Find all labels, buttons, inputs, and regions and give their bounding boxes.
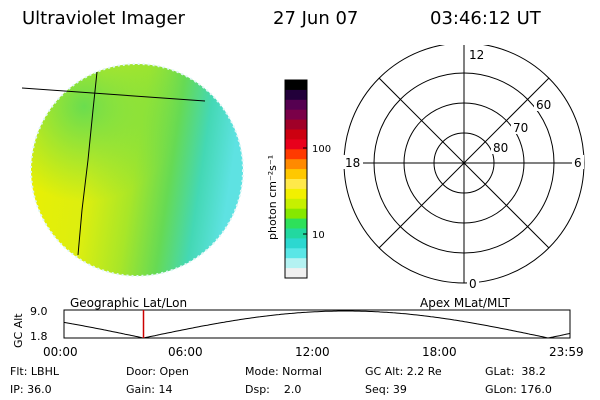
- mlat-label-80: 80: [493, 141, 508, 155]
- label-bg-0: [467, 276, 479, 290]
- geographic-panel-label: Geographic Lat/Lon: [70, 296, 188, 310]
- mlat-label-60: 60: [536, 98, 551, 112]
- colorbar-swatch: [285, 268, 307, 279]
- intensity-colorbar: 100 10 photon cm⁻²s⁻¹: [266, 79, 331, 279]
- colorbar-scale: [285, 80, 307, 279]
- timeline-tick-2359: 23:59: [549, 345, 584, 359]
- mlat-mlt-polar-grid: 12 18 6 0 60 70 80: [343, 45, 585, 291]
- timeline-tick-0600: 06:00: [168, 345, 203, 359]
- timeline-tick-1800: 18:00: [422, 345, 457, 359]
- colorbar-swatch: [285, 248, 307, 259]
- polar-diagonal-b: [378, 77, 550, 249]
- status-door: Door: Open: [126, 365, 189, 378]
- header-date: 27 Jun 07: [273, 8, 359, 29]
- uv-earth-image: [21, 63, 244, 277]
- colorbar-swatch: [285, 89, 307, 101]
- timeline-frame: [63, 309, 571, 339]
- earth-limb: [30, 63, 244, 277]
- colorbar-swatch: [285, 80, 307, 91]
- label-bg-60: [534, 98, 552, 111]
- timeline-y-top: 9.0: [30, 305, 48, 318]
- timeline-tick-0000: 00:00: [43, 345, 78, 359]
- status-dsp: Dsp: 2.0: [245, 383, 302, 396]
- colorbar-swatch: [285, 218, 307, 229]
- colorbar-swatch: [285, 149, 307, 160]
- mlt-label-6: 6: [574, 156, 582, 170]
- altitude-timeline: GC Alt 9.0 1.8: [12, 305, 571, 348]
- colorbar-swatch: [285, 119, 307, 130]
- colorbar-swatch: [285, 188, 307, 200]
- status-mode: Mode: Normal: [245, 365, 322, 378]
- header-time: 03:46:12 UT: [430, 8, 541, 29]
- timeline-axis-label: GC Alt: [12, 313, 25, 348]
- colorbar-swatch: [285, 129, 307, 140]
- label-bg-6: [572, 155, 584, 169]
- colorbar-swatch: [285, 228, 307, 239]
- label-bg-80: [491, 141, 509, 154]
- colorbar-frame: [284, 79, 308, 279]
- status-glat: GLat: 38.2: [485, 365, 546, 378]
- mlt-label-12: 12: [469, 48, 484, 62]
- label-bg-18: [343, 155, 363, 169]
- mlt-label-0: 0: [469, 277, 477, 291]
- earth-dayglow: [31, 64, 243, 276]
- colorbar-swatch: [285, 179, 307, 190]
- app-title: Ultraviolet Imager: [22, 8, 185, 29]
- polar-panel-label: Apex MLat/MLT: [420, 296, 510, 310]
- colorbar-swatch: [285, 159, 307, 170]
- colorbar-label-10: 10: [312, 230, 325, 241]
- colorbar-swatch: [285, 99, 307, 111]
- status-seq: Seq: 39: [365, 383, 407, 396]
- colorbar-unit-label: photon cm⁻²s⁻¹: [266, 155, 279, 240]
- colorbar-swatch: [285, 258, 307, 269]
- altitude-curve: [63, 310, 571, 339]
- status-gain: Gain: 14: [126, 383, 173, 396]
- colorbar-swatch: [285, 139, 307, 150]
- status-gc-alt: GC Alt: 2.2 Re: [365, 365, 442, 378]
- status-glon: GLon: 176.0: [485, 383, 552, 396]
- colorbar-swatch: [285, 169, 307, 180]
- mlt-label-18: 18: [345, 156, 360, 170]
- geo-longitude-line: [77, 71, 98, 256]
- colorbar-swatch: [285, 238, 307, 249]
- mlat-label-70: 70: [513, 121, 528, 135]
- colorbar-swatch: [285, 109, 307, 121]
- colorbar-label-100: 100: [312, 144, 331, 155]
- colorbar-swatch: [285, 208, 307, 220]
- geo-latitude-line: [21, 87, 206, 102]
- label-bg-12: [467, 48, 485, 61]
- status-ip: IP: 36.0: [10, 383, 52, 396]
- colorbar-swatch: [285, 198, 307, 210]
- timeline-tick-1200: 12:00: [295, 345, 330, 359]
- timeline-y-bottom: 1.8: [30, 330, 48, 343]
- status-filter: Flt: LBHL: [10, 365, 59, 378]
- label-bg-70: [511, 121, 529, 134]
